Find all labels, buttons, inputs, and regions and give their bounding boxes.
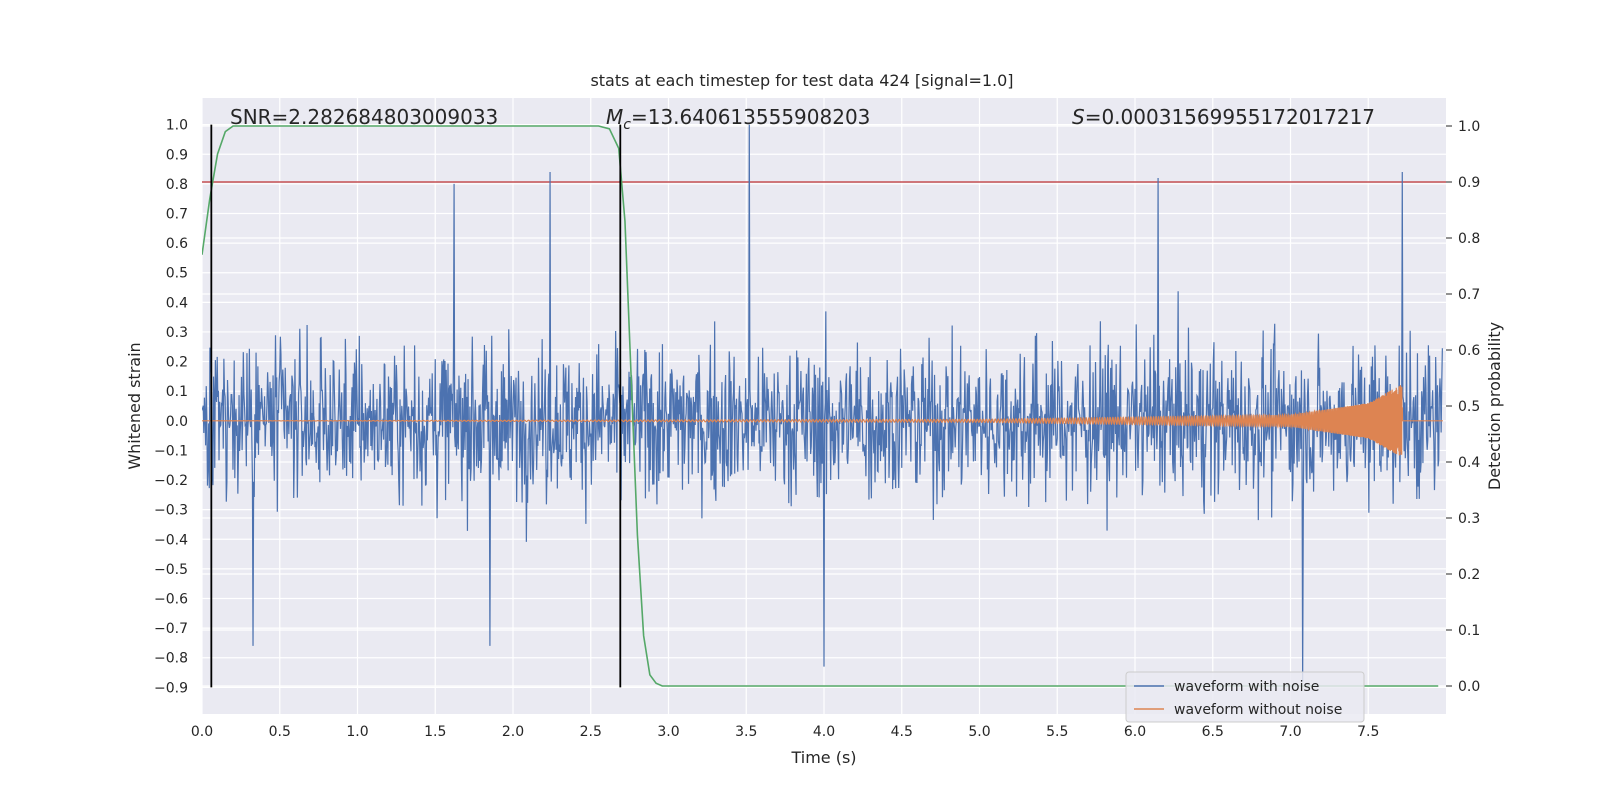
x-tick-label: 2.0 xyxy=(502,724,524,740)
y-right-tick-label: 0.1 xyxy=(1458,623,1480,639)
y-left-tick-label: 0.5 xyxy=(166,266,188,282)
x-tick-label: 4.0 xyxy=(813,724,835,740)
mc-symbol: M xyxy=(606,105,623,129)
chart-title: stats at each timestep for test data 424… xyxy=(590,71,1013,90)
x-axis-label: Time (s) xyxy=(790,748,856,767)
x-tick-label: 1.0 xyxy=(346,724,368,740)
x-tick-label: 3.0 xyxy=(657,724,679,740)
mc-annotation: Mc=13.640613555908203 xyxy=(606,105,870,133)
y-left-tick-label: −0.1 xyxy=(154,443,188,459)
x-tick-label: 2.5 xyxy=(580,724,602,740)
y-left-axis-label: Whitened strain xyxy=(125,342,144,469)
x-tick-label: 1.5 xyxy=(424,724,446,740)
snr-annotation: SNR=2.282684803009033 xyxy=(230,105,498,129)
x-tick-label: 3.5 xyxy=(735,724,757,740)
s-symbol: S xyxy=(1072,105,1085,129)
x-tick-label: 7.0 xyxy=(1279,724,1301,740)
y-left-tick-label: 1.0 xyxy=(166,118,188,134)
y-left-tick-label: −0.8 xyxy=(154,651,188,667)
y-left-tick-label: −0.7 xyxy=(154,621,188,637)
mc-value: =13.640613555908203 xyxy=(631,105,870,129)
y-right-tick-label: 0.3 xyxy=(1458,511,1480,527)
y-right-tick-label: 0.8 xyxy=(1458,231,1480,247)
y-left-tick-label: 0.7 xyxy=(166,207,188,223)
x-tick-label: 6.5 xyxy=(1202,724,1224,740)
y-left-tick-label: 0.0 xyxy=(166,414,188,430)
legend-label-waveform-with-noise: waveform with noise xyxy=(1174,679,1319,695)
y-left-tick-label: −0.4 xyxy=(154,532,188,548)
y-left-tick-label: 0.2 xyxy=(166,355,188,371)
x-tick-label: 5.5 xyxy=(1046,724,1068,740)
y-right-axis-ticks: 0.0 0.1 0.2 0.3 0.4 0.5 0.6 0.7 0.8 0.9 1.0 xyxy=(1446,119,1480,695)
y-right-tick-label: 0.7 xyxy=(1458,287,1480,303)
y-left-tick-label: −0.6 xyxy=(154,592,188,608)
series-waveform-without-noise xyxy=(202,385,1443,456)
y-right-tick-label: 0.0 xyxy=(1458,679,1480,695)
y-left-tick-label: 0.1 xyxy=(166,384,188,400)
y-left-tick-label: 0.8 xyxy=(166,177,188,193)
legend-label-waveform-without-noise: waveform without noise xyxy=(1174,702,1342,718)
x-tick-label: 5.0 xyxy=(968,724,990,740)
y-right-axis-label: Detection probability xyxy=(1485,322,1504,490)
y-left-tick-label: −0.5 xyxy=(154,562,188,578)
vertical-markers xyxy=(210,124,622,688)
y-left-tick-label: −0.2 xyxy=(154,473,188,489)
series-detection-probability xyxy=(202,125,1439,687)
x-tick-label: 7.5 xyxy=(1357,724,1379,740)
x-axis-ticks: 0.0 0.5 1.0 1.5 2.0 2.5 3.0 3.5 4.0 4.5 5.0 5.5 6.0 6… xyxy=(191,724,1380,740)
x-tick-label: 0.0 xyxy=(191,724,213,740)
y-left-tick-label: 0.3 xyxy=(166,325,188,341)
y-left-tick-label: −0.9 xyxy=(154,680,188,696)
y-right-tick-label: 1.0 xyxy=(1458,119,1480,135)
s-annotation: S=0.00031569955172017217 xyxy=(1072,105,1375,129)
y-left-tick-label: 0.6 xyxy=(166,236,188,252)
legend: waveform with noise waveform without noi… xyxy=(1125,671,1365,723)
y-right-tick-label: 0.4 xyxy=(1458,455,1480,471)
mc-subscript: c xyxy=(623,117,631,133)
y-right-tick-label: 0.2 xyxy=(1458,567,1480,583)
x-tick-label: 0.5 xyxy=(269,724,291,740)
y-right-tick-label: 0.6 xyxy=(1458,343,1480,359)
y-left-tick-label: 0.4 xyxy=(166,295,188,311)
series-waveform-with-noise xyxy=(202,124,1443,682)
y-right-tick-label: 0.5 xyxy=(1458,399,1480,415)
y-left-tick-label: −0.3 xyxy=(154,503,188,519)
y-left-axis-ticks: −0.9 −0.8 −0.7 −0.6 −0.5 −0.4 −0.3 −0.2 −0.1 0.0 0… xyxy=(154,118,188,697)
y-left-tick-label: 0.9 xyxy=(166,147,188,163)
s-value: =0.00031569955172017217 xyxy=(1085,105,1375,129)
x-tick-label: 6.0 xyxy=(1124,724,1146,740)
x-tick-label: 4.5 xyxy=(891,724,913,740)
y-right-tick-label: 0.9 xyxy=(1458,175,1480,191)
legend-box xyxy=(1125,671,1365,723)
